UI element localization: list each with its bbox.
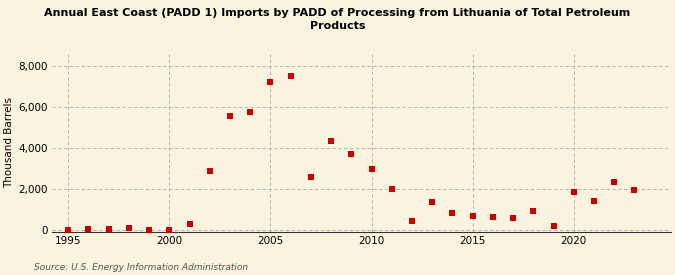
Point bbox=[103, 226, 114, 231]
Point bbox=[225, 114, 236, 118]
Point bbox=[265, 80, 276, 84]
Point bbox=[63, 228, 74, 232]
Point bbox=[144, 228, 155, 232]
Point bbox=[325, 139, 336, 143]
Point bbox=[286, 74, 296, 78]
Point bbox=[164, 228, 175, 232]
Point bbox=[346, 152, 356, 156]
Point bbox=[528, 209, 539, 214]
Point bbox=[508, 215, 518, 220]
Point bbox=[205, 169, 215, 174]
Point bbox=[386, 187, 397, 191]
Point bbox=[366, 167, 377, 172]
Point bbox=[406, 218, 417, 223]
Point bbox=[548, 224, 559, 228]
Point bbox=[427, 200, 437, 204]
Point bbox=[447, 211, 458, 216]
Point bbox=[245, 110, 256, 114]
Point bbox=[124, 226, 134, 230]
Point bbox=[568, 190, 579, 194]
Point bbox=[467, 213, 478, 218]
Point bbox=[184, 222, 195, 226]
Y-axis label: Thousand Barrels: Thousand Barrels bbox=[4, 97, 14, 188]
Text: Annual East Coast (PADD 1) Imports by PADD of Processing from Lithuania of Total: Annual East Coast (PADD 1) Imports by PA… bbox=[45, 8, 630, 31]
Point bbox=[83, 226, 94, 231]
Point bbox=[609, 180, 620, 184]
Point bbox=[589, 199, 599, 204]
Text: Source: U.S. Energy Information Administration: Source: U.S. Energy Information Administ… bbox=[34, 263, 248, 272]
Point bbox=[487, 214, 498, 219]
Point bbox=[306, 174, 317, 179]
Point bbox=[629, 188, 640, 192]
